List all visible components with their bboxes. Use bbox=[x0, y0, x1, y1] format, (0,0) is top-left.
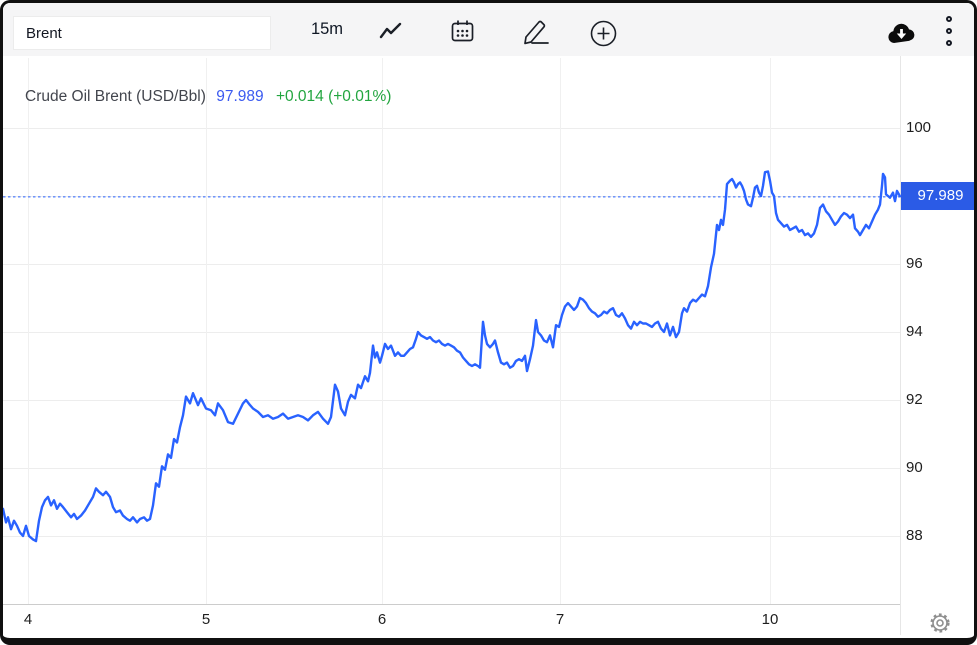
date-range-button[interactable] bbox=[448, 18, 476, 45]
draw-tools-button[interactable] bbox=[519, 18, 551, 45]
instrument-title: Crude Oil Brent (USD/Bbl) bbox=[25, 88, 206, 105]
plus-circle-icon bbox=[589, 19, 618, 48]
line-style-icon bbox=[378, 21, 404, 41]
pencil-icon bbox=[520, 18, 551, 45]
settings-button[interactable] bbox=[928, 611, 952, 635]
price-change-value: +0.014 (+0.01%) bbox=[275, 88, 392, 105]
compare-add-button[interactable] bbox=[588, 18, 618, 48]
price-axis-label: 90 bbox=[906, 459, 923, 476]
symbol-search-input[interactable] bbox=[13, 16, 271, 50]
time-axis-label: 7 bbox=[555, 611, 565, 628]
toolbar: 15m bbox=[3, 3, 974, 56]
kebab-menu-icon bbox=[946, 40, 952, 46]
price-axis-label: 94 bbox=[906, 323, 923, 340]
kebab-menu-icon bbox=[946, 16, 952, 22]
chart-legend: Crude Oil Brent (USD/Bbl) 97.989 +0.014 … bbox=[25, 87, 391, 107]
download-button[interactable] bbox=[885, 21, 917, 45]
time-axis-label: 4 bbox=[23, 611, 33, 628]
current-price-badge: 97.989 bbox=[901, 182, 974, 211]
last-price-value: 97.989 bbox=[216, 88, 264, 105]
time-axis-label: 10 bbox=[761, 611, 779, 628]
calendar-icon bbox=[449, 18, 476, 45]
time-axis-label: 5 bbox=[201, 611, 211, 628]
chart-plot-area[interactable] bbox=[3, 56, 901, 604]
price-axis-label: 96 bbox=[906, 255, 923, 272]
kebab-menu-icon bbox=[946, 28, 952, 34]
price-axis-label: 92 bbox=[906, 391, 923, 408]
chart-style-button[interactable] bbox=[377, 20, 405, 42]
timeframe-button[interactable]: 15m bbox=[310, 20, 344, 38]
time-axis-label: 6 bbox=[377, 611, 387, 628]
price-axis-label: 100 bbox=[906, 119, 932, 136]
price-axis-label: 88 bbox=[906, 527, 923, 544]
cloud-download-icon bbox=[886, 22, 917, 45]
more-menu-button[interactable] bbox=[942, 15, 956, 47]
gear-icon bbox=[928, 613, 952, 638]
